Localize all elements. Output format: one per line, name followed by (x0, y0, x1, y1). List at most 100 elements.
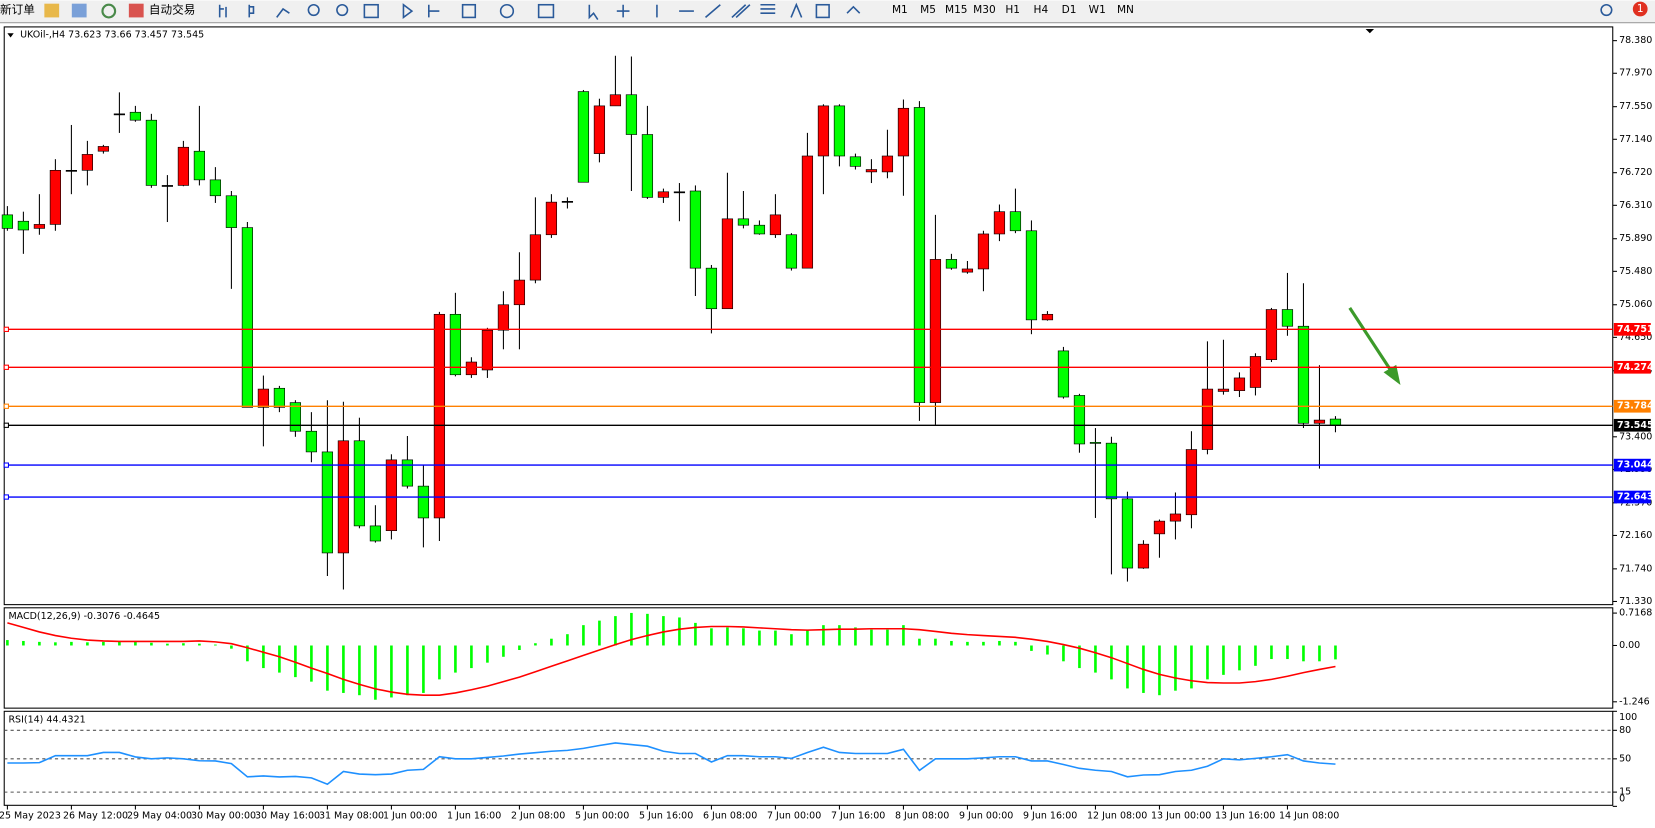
x-tick-label: 7 Jun 00:00 (767, 810, 821, 821)
icon[interactable] (402, 3, 414, 19)
y-tick-label: -1.246 (1619, 696, 1650, 707)
candle-body (1041, 313, 1054, 321)
timeframe-button[interactable]: M30 (973, 4, 996, 16)
icon[interactable] (307, 3, 320, 17)
candle-body (209, 179, 222, 197)
candle-body (497, 304, 510, 331)
auto-trading-button[interactable]: 自动交易 (149, 3, 195, 17)
candle-body (1249, 356, 1262, 388)
rsi-line (7, 742, 1336, 786)
x-tick-label: 30 May 16:00 (255, 810, 320, 821)
icon[interactable] (846, 5, 861, 14)
candle-body (17, 220, 29, 231)
icon[interactable] (101, 3, 117, 19)
icon[interactable] (790, 2, 803, 18)
timeframe-button[interactable]: M1 (892, 4, 908, 16)
icon[interactable] (71, 3, 87, 18)
candle-body (625, 94, 638, 135)
icon[interactable] (499, 3, 515, 19)
candle-body (129, 111, 141, 121)
candle-body (881, 155, 894, 173)
candle-body (369, 525, 382, 542)
icon[interactable] (44, 3, 60, 18)
candle-body (225, 195, 238, 228)
arrow-head (1383, 364, 1401, 385)
candle-body (1233, 377, 1246, 391)
candle-body (305, 430, 318, 453)
candle-body (1201, 388, 1214, 450)
icon[interactable] (461, 3, 477, 19)
timeframe-button[interactable]: MN (1117, 4, 1134, 16)
candle-body (721, 218, 734, 310)
x-tick-label: 2 Jun 08:00 (511, 810, 565, 821)
price-tag (1613, 418, 1651, 432)
candle-body (513, 279, 526, 306)
timeframe-button[interactable]: H4 (1034, 4, 1049, 16)
x-tick-label: 13 Jun 00:00 (1151, 810, 1211, 821)
search-icon[interactable] (1600, 3, 1613, 17)
level-handle (3, 364, 9, 370)
candle-body (177, 146, 189, 186)
icon[interactable] (428, 4, 440, 18)
candle-body (481, 329, 494, 371)
candle-body (593, 105, 606, 154)
candle-body (113, 113, 125, 116)
candle-body (945, 259, 958, 269)
icon[interactable] (760, 3, 776, 14)
price-tag (1613, 360, 1651, 374)
y-tick-label: 73.400 (1619, 431, 1652, 442)
timeframe-button[interactable]: H1 (1005, 4, 1020, 16)
icon[interactable] (248, 4, 255, 18)
icon[interactable] (363, 3, 379, 19)
auto-trading-icon[interactable] (128, 3, 144, 18)
timeframe-button[interactable]: M5 (920, 4, 936, 16)
x-tick-label: 31 May 08:00 (319, 810, 384, 821)
price-tag-label: 73.044 (1617, 460, 1654, 471)
toolbar (0, 0, 1655, 23)
candle-body (657, 191, 670, 198)
price-tag-label: 73.545 (1617, 420, 1654, 431)
icon[interactable] (588, 4, 599, 20)
main-panel (3, 26, 1614, 606)
x-tick-label: 1 Jun 16:00 (447, 810, 501, 821)
candle-body (321, 451, 334, 554)
y-tick-label: 71.740 (1619, 563, 1652, 574)
y-tick-label: 80 (1619, 725, 1631, 736)
icon[interactable] (336, 3, 349, 17)
timeframe-button[interactable]: D1 (1062, 4, 1077, 16)
price-tag (1613, 490, 1651, 504)
candle-body (353, 440, 366, 527)
candle-body (737, 218, 750, 226)
timeframe-button[interactable]: W1 (1089, 4, 1106, 16)
new-order-button[interactable]: 新订单 (0, 3, 35, 17)
x-tick-label: 8 Jun 08:00 (895, 810, 949, 821)
level-handle (3, 422, 9, 428)
icon[interactable] (276, 7, 290, 18)
icon[interactable] (815, 3, 830, 19)
candle-body (529, 234, 542, 281)
icon[interactable] (616, 4, 630, 18)
candle-body (1121, 498, 1134, 569)
price-tag-label: 72.643 (1617, 492, 1654, 503)
signal-line (7, 622, 1336, 696)
candle-body (1, 214, 13, 229)
icon[interactable] (218, 4, 227, 18)
candle-body (49, 169, 61, 225)
candle-body (1281, 309, 1294, 327)
x-tick-label: 1 Jun 00:00 (383, 810, 437, 821)
icon[interactable] (537, 3, 555, 19)
macd-panel (3, 607, 1614, 709)
notification-count: 1 (1637, 3, 1644, 15)
chart-header: UKOil-,H4 73.623 73.66 73.457 73.545 (20, 29, 204, 40)
timeframe-button[interactable]: M15 (945, 4, 968, 16)
candle-body (33, 224, 45, 229)
icon[interactable] (704, 4, 721, 19)
icon[interactable] (731, 4, 751, 18)
macd-title: MACD(12,26,9) (8, 611, 80, 622)
candle-body (961, 268, 974, 273)
candle-body (97, 146, 109, 152)
candle-body (257, 388, 270, 408)
notification-badge[interactable] (1632, 1, 1648, 17)
candle-body (817, 105, 830, 157)
